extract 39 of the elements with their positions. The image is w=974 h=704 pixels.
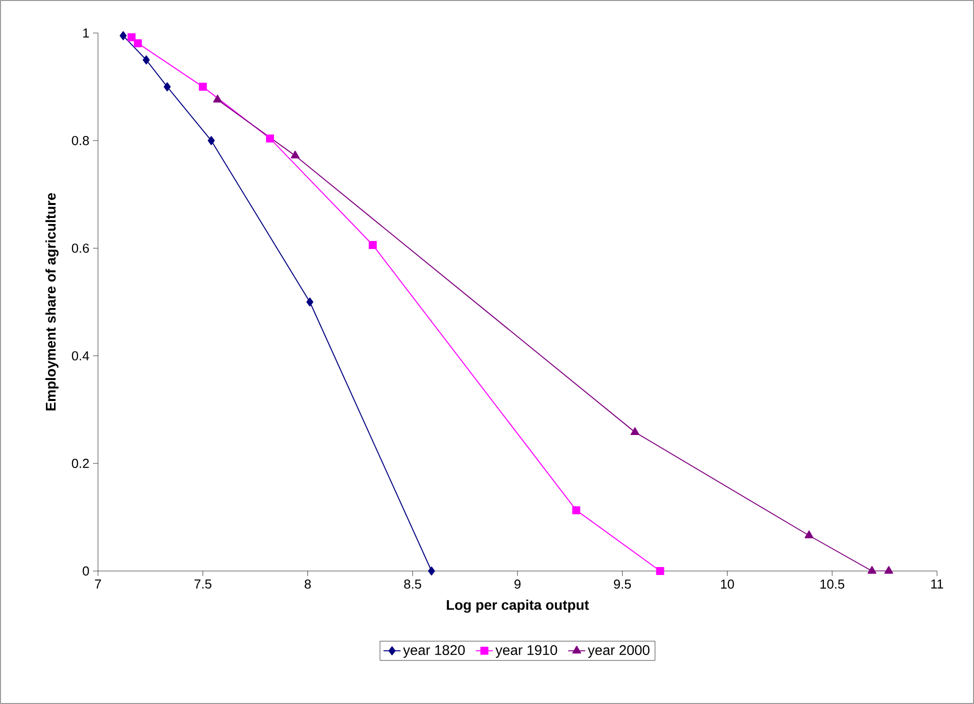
point: [804, 530, 814, 538]
x-tick-label: 8: [304, 580, 311, 589]
x-tick-label: 8.5: [404, 580, 422, 589]
legend-label: year 1910: [495, 645, 558, 658]
x-axis-title: Log per capita output: [446, 600, 589, 613]
point: [134, 39, 142, 48]
point: [656, 567, 664, 575]
legend-label: year 1820: [403, 645, 465, 658]
point: [630, 427, 640, 435]
point: [266, 134, 274, 142]
point: [428, 566, 436, 576]
legend-label: year 2000: [588, 645, 650, 658]
y-tick-label: 0.4: [72, 351, 90, 360]
point: [198, 82, 207, 91]
point: [208, 136, 215, 146]
x-tick-label: 7: [95, 580, 101, 588]
x-tick-label: 9: [514, 580, 521, 589]
point: [572, 506, 580, 514]
y-tick-label: 0.2: [72, 458, 89, 468]
x-tick-label: 10.5: [820, 580, 844, 589]
y-axis-title: Employment share of agriculture: [45, 193, 59, 410]
y-tick-label: 1: [83, 28, 89, 38]
point: [128, 33, 136, 42]
x-tick-label: 7.5: [194, 580, 212, 589]
y-tick-label: 0: [82, 566, 89, 576]
x-tick-label: 11: [931, 580, 944, 588]
point: [306, 297, 314, 306]
point: [368, 240, 377, 249]
y-tick-label: 0.6: [72, 244, 89, 253]
point: [164, 82, 171, 92]
point: [120, 31, 127, 40]
y-tick-label: 0.8: [72, 136, 89, 146]
point: [142, 55, 150, 64]
x-tick-label: 9.5: [614, 580, 631, 589]
point: [868, 566, 876, 574]
x-tick-label: 10: [721, 580, 734, 589]
point: [290, 150, 300, 158]
point: [213, 94, 222, 102]
point: [884, 566, 894, 574]
